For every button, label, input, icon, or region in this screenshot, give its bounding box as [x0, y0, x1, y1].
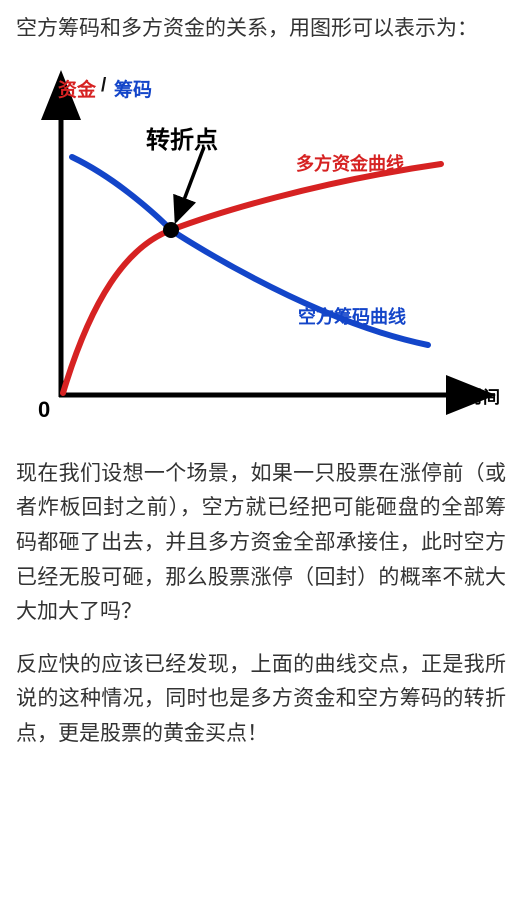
y-axis-label-funds: 资金 — [58, 75, 96, 102]
intersection-point — [163, 222, 179, 238]
y-axis-label-sep: / — [101, 75, 106, 97]
scenario-paragraph: 现在我们设想一个场景，如果一只股票在涨停前（或者炸板回封之前），空方就已经把可能… — [16, 457, 506, 630]
chart-svg — [16, 65, 506, 435]
x-axis-label: 时间 — [466, 383, 500, 408]
turning-point-label: 转折点 — [146, 120, 218, 155]
y-axis-label-chips: 筹码 — [114, 75, 152, 102]
bear-chips-label: 空方筹码曲线 — [298, 303, 406, 329]
pointer-arrow — [176, 147, 204, 221]
origin-label: 0 — [38, 397, 50, 423]
conclusion-paragraph: 反应快的应该已经发现，上面的曲线交点，正是我所说的这种情况，同时也是多方资金和空… — [16, 648, 506, 752]
funds-chips-chart: 资金 / 筹码 转折点 多方资金曲线 空方筹码曲线 时间 0 — [16, 65, 506, 435]
bull-funds-label: 多方资金曲线 — [296, 150, 404, 176]
intro-paragraph: 空方筹码和多方资金的关系，用图形可以表示为： — [16, 12, 506, 47]
